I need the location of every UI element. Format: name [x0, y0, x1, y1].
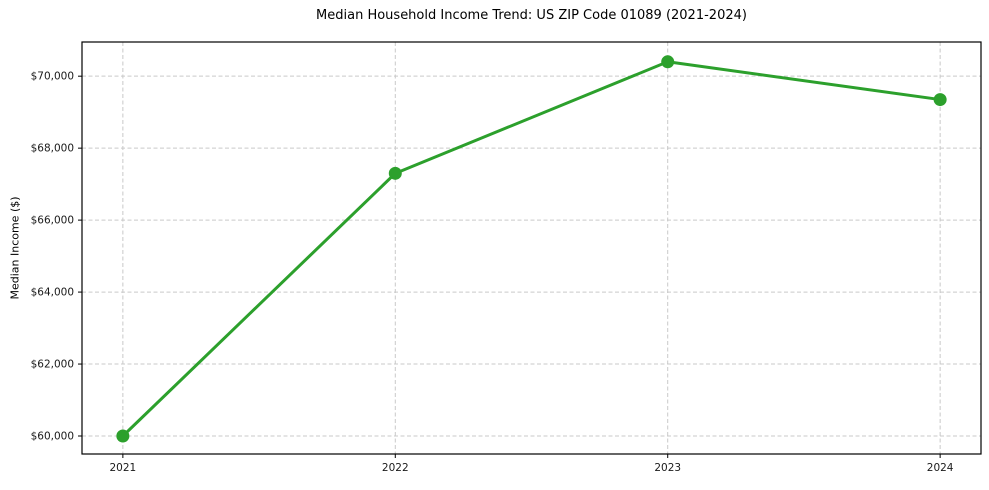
data-point — [388, 166, 402, 180]
chart-title: Median Household Income Trend: US ZIP Co… — [316, 8, 747, 23]
plot-border — [81, 41, 982, 455]
data-point — [933, 93, 947, 107]
y-tick-label: $70,000 — [31, 71, 74, 83]
y-tick-label: $68,000 — [31, 143, 74, 155]
y-tick-label: $64,000 — [31, 287, 74, 299]
trend-line — [121, 60, 942, 438]
y-tick-label: $60,000 — [31, 431, 74, 443]
y-tick-label: $62,000 — [31, 359, 74, 371]
x-tick-label: 2021 — [109, 462, 136, 474]
data-point — [116, 429, 130, 443]
x-tick-label: 2024 — [927, 462, 954, 474]
y-tick-label: $66,000 — [31, 215, 74, 227]
x-tick-label: 2022 — [382, 462, 409, 474]
x-tick-label: 2023 — [654, 462, 681, 474]
data-point — [661, 55, 675, 69]
